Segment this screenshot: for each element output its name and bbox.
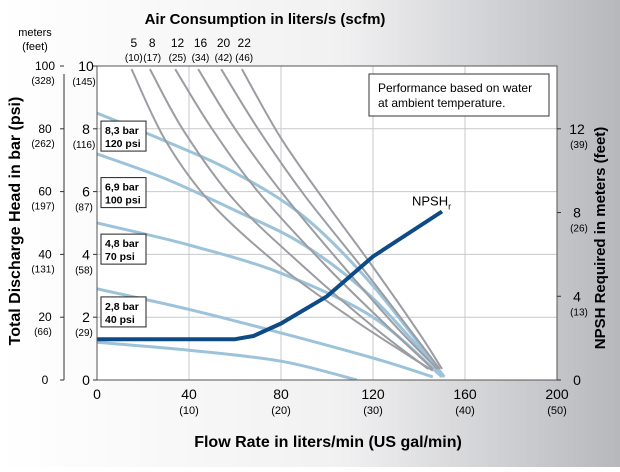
y-tick-label: 0 [82, 372, 90, 388]
x-tick-sublabel: (20) [271, 405, 291, 417]
meters-tick-label: 20 [38, 310, 52, 324]
meters-tick-sublabel: (328) [31, 76, 54, 87]
air-label: 8 [149, 36, 156, 50]
air-sublabel: (42) [215, 53, 233, 64]
pressure-curve [97, 152, 446, 378]
air-label: 22 [238, 36, 252, 50]
meters-tick-sublabel: (197) [31, 202, 54, 213]
plot-border [96, 65, 558, 381]
air-label: 5 [130, 36, 137, 50]
pressure-curve [97, 287, 434, 379]
x-tick-label: 120 [361, 386, 385, 402]
air-sublabel: (34) [192, 53, 210, 64]
air-consumption-curve [149, 68, 429, 370]
y-axis-label-left: Total Discharge Head in bar (psi) [7, 97, 24, 346]
pressure-label-box [100, 177, 147, 209]
y-tick-sublabel: (87) [75, 203, 93, 214]
air-consumption-curve [130, 68, 434, 372]
pressure-curve [97, 340, 358, 380]
air-label: 16 [194, 36, 208, 50]
right-tick-label: 12 [569, 121, 585, 137]
note-line-1: Performance based on water [378, 81, 532, 95]
note-box: Performance based on water at ambient te… [368, 73, 550, 117]
air-sublabel: (25) [169, 53, 187, 64]
air-sublabel: (46) [235, 53, 253, 64]
chart-title: Air Consumption in liters/s (scfm) [145, 11, 386, 28]
meters-tick-sublabel: (262) [31, 139, 54, 150]
x-tick-sublabel: (30) [363, 405, 383, 417]
pressure-label-line1: 6,9 bar [105, 182, 139, 194]
y-tick-sublabel: (116) [73, 140, 96, 151]
pressure-label-line1: 8,3 bar [105, 125, 139, 137]
meters-tick-label: 80 [38, 122, 52, 136]
series-layer [97, 68, 446, 380]
pressure-label-line2: 70 psi [105, 251, 135, 263]
x-axis-label: Flow Rate in liters/min (US gal/min) [194, 434, 462, 451]
air-label: 20 [217, 36, 231, 50]
air-sublabel: (17) [143, 53, 161, 64]
right-tick-sublabel: (39) [570, 140, 588, 151]
y-tick-sublabel: (145) [72, 77, 95, 88]
air-consumption-curve [241, 68, 443, 370]
x-tick-label: 40 [181, 386, 197, 402]
y-tick-label: 8 [82, 121, 90, 137]
meters-tick-sublabel: (66) [34, 327, 52, 338]
meters-unit-header: meters [18, 27, 52, 39]
pressure-label-line1: 4,8 bar [105, 238, 139, 250]
pressure-label-line2: 120 psi [105, 138, 141, 150]
x-tick-label: 80 [273, 386, 289, 402]
x-tick-sublabel: (10) [179, 405, 199, 417]
meters-tick-label: 40 [38, 247, 52, 261]
x-tick-sublabel: (40) [455, 405, 475, 417]
tick-labels: 0 40(10)80(20)120(30)160(40)200(50)02(29)… [31, 36, 588, 417]
meters-tick-label: 0 [42, 373, 49, 387]
note-line-2: at ambient temperature. [378, 96, 505, 110]
grid-lines [97, 66, 557, 380]
meters-tick-label: 100 [35, 59, 55, 73]
meters-tick-label: 60 [38, 185, 52, 199]
x-tick-label: 0 [93, 386, 101, 402]
air-sublabel: (10) [125, 53, 143, 64]
y-tick-label: 4 [82, 246, 90, 262]
air-consumption-curve [174, 68, 434, 370]
y-tick-label: 10 [78, 58, 94, 74]
air-label: 12 [171, 36, 185, 50]
y-tick-label: 6 [82, 184, 90, 200]
meters-tick-sublabel: (131) [31, 264, 54, 275]
right-tick-sublabel: (13) [570, 307, 588, 318]
right-tick-sublabel: (26) [570, 224, 588, 235]
npsh-label: NPSHr [412, 193, 451, 211]
pressure-label-line2: 100 psi [105, 195, 141, 207]
feet-unit-header: (feet) [22, 41, 48, 53]
pressure-label-box [100, 120, 147, 152]
pressure-label-box [100, 296, 147, 328]
x-tick-label: 160 [453, 386, 477, 402]
pressure-label-box [100, 233, 147, 265]
y-tick-sublabel: (29) [75, 328, 93, 339]
air-consumption-curve [197, 68, 439, 370]
y-tick-sublabel: (58) [75, 265, 93, 276]
y-tick-label: 2 [82, 309, 90, 325]
pressure-label-line1: 2,8 bar [105, 301, 139, 313]
right-tick-label: 4 [573, 288, 581, 304]
npsh-curve [97, 209, 444, 342]
air-consumption-curve [220, 68, 441, 370]
pressure-label-line2: 40 psi [105, 314, 135, 326]
x-tick-label: 200 [545, 386, 569, 402]
x-tick-sublabel: (50) [547, 405, 567, 417]
npsh-label-subscript: r [448, 201, 451, 211]
y-axis-label-right: NPSH Required in meters (feet) [592, 127, 609, 350]
right-tick-label: 8 [573, 205, 581, 221]
right-tick-label: 0 [573, 372, 581, 388]
